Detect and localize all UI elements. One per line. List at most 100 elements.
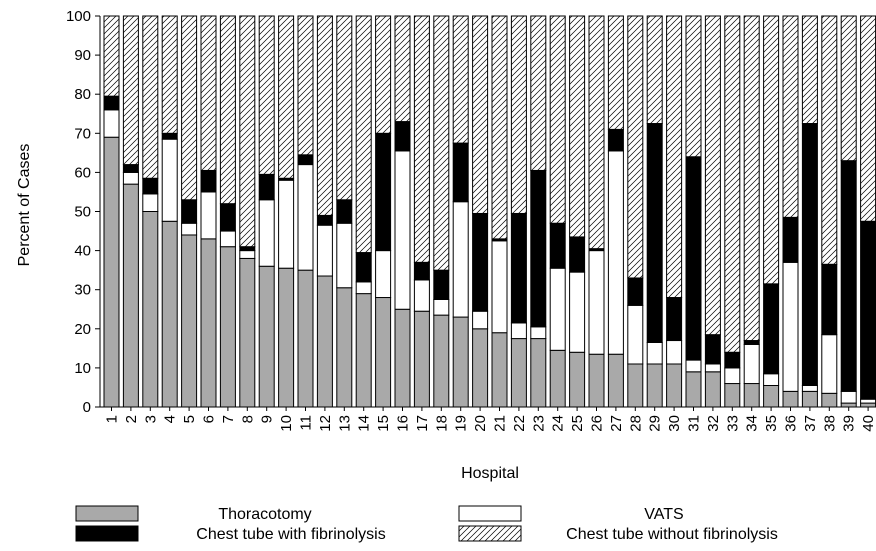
x-tick-label: 26: [589, 415, 606, 432]
x-tick-label: 10: [278, 415, 295, 432]
bar-segment: [355, 15, 372, 254]
x-tick-label: 29: [647, 415, 664, 432]
y-tick-label: 20: [74, 321, 91, 338]
x-tick-label: 6: [201, 415, 218, 423]
bar-segment: [666, 340, 683, 365]
bar-segment: [413, 310, 430, 408]
bar-segment: [142, 15, 159, 179]
bar-segment: [278, 15, 295, 179]
bar-segment: [607, 353, 624, 408]
bar-segment: [452, 15, 469, 144]
y-tick-label: 100: [66, 8, 91, 25]
bar-segment: [413, 261, 430, 281]
y-tick-label: 40: [74, 243, 91, 260]
bar-segment: [821, 15, 838, 265]
bar-segment: [297, 269, 314, 408]
bar-segment: [336, 222, 353, 289]
x-tick-label: 31: [686, 415, 703, 432]
legend: Thoracotomy VATS Chest tube with fibrino…: [75, 505, 778, 543]
bar-segment: [549, 349, 566, 408]
x-tick-label: 17: [414, 415, 431, 432]
bar-segment: [743, 340, 760, 345]
bar-segment: [161, 138, 178, 222]
bar-segment: [666, 15, 683, 299]
bar-segment: [510, 338, 527, 408]
bar-segment: [821, 392, 838, 408]
bar-segment: [258, 199, 275, 267]
x-tick-label: 25: [569, 415, 586, 432]
bar-segment: [375, 250, 392, 299]
x-tick-label: 27: [608, 415, 625, 432]
bar-segment: [122, 183, 139, 408]
bar-segment: [297, 15, 314, 156]
bar-segment: [782, 15, 799, 218]
y-tick-label: 50: [74, 204, 91, 221]
bar-segment: [161, 132, 178, 140]
bar-segment: [704, 371, 721, 408]
bar-segment: [510, 322, 527, 340]
bar-segment: [181, 222, 198, 236]
bar-segment: [200, 238, 217, 408]
bar-segment: [297, 154, 314, 166]
bar-segment: [549, 267, 566, 351]
bar-segment: [375, 15, 392, 134]
x-tick-label: 12: [317, 415, 334, 432]
x-tick-label: 20: [472, 415, 489, 432]
bar-segment: [530, 15, 547, 171]
bar-segment: [549, 222, 566, 269]
bar-segment: [607, 150, 624, 355]
bar-segment: [588, 250, 605, 355]
x-tick-label: 37: [802, 415, 819, 432]
bar-segment: [840, 15, 857, 162]
bar-segment: [666, 297, 683, 342]
x-tick-label: 36: [783, 415, 800, 432]
bar-segment: [316, 275, 333, 408]
x-tick-label: 14: [356, 415, 373, 432]
bar-segment: [685, 371, 702, 408]
x-tick-label: 23: [530, 415, 547, 432]
legend-swatch-vats: [458, 505, 522, 522]
x-tick-label: 32: [705, 415, 722, 432]
y-axis-title: Percent of Cases: [16, 144, 33, 267]
bar-segment: [200, 191, 217, 240]
bar-segment: [801, 384, 818, 392]
bar-segment: [646, 363, 663, 408]
bar-segment: [763, 373, 780, 386]
bar-segment: [782, 216, 799, 263]
bar-segment: [161, 220, 178, 408]
bar-segment: [704, 363, 721, 373]
bar-segment: [258, 173, 275, 201]
bar-segment: [452, 316, 469, 408]
bar-segment: [413, 279, 430, 312]
bar-segment: [181, 234, 198, 408]
x-tick-label: 21: [492, 415, 509, 432]
legend-label-vats: VATS: [644, 506, 683, 523]
bar-segment: [219, 203, 236, 232]
bar-segment: [704, 15, 721, 336]
bar-segment: [472, 310, 489, 330]
x-tick-label: 40: [860, 415, 876, 432]
bar-segment: [743, 383, 760, 408]
bar-segment: [103, 109, 120, 138]
bar-segment: [394, 15, 411, 123]
bar-segment: [646, 341, 663, 365]
legend-label-thoracotomy: Thoracotomy: [218, 506, 311, 523]
bar-segment: [569, 351, 586, 408]
bar-segment: [142, 193, 159, 212]
bar-segment: [200, 169, 217, 193]
bar-segment: [510, 212, 527, 324]
legend-swatch-thoracotomy: [75, 505, 139, 522]
bar-segment: [627, 15, 644, 279]
bar-segment: [860, 220, 876, 400]
bar-segment: [763, 283, 780, 375]
bar-segment: [258, 265, 275, 408]
bar-segment: [724, 15, 741, 353]
bar-segment: [588, 353, 605, 408]
x-tick-label: 34: [744, 415, 761, 432]
bar-segment: [782, 390, 799, 408]
bar-segment: [355, 252, 372, 283]
bar-segment: [336, 199, 353, 224]
bar-segment: [549, 15, 566, 224]
bar-segment: [782, 261, 799, 392]
bar-segment: [646, 123, 663, 343]
